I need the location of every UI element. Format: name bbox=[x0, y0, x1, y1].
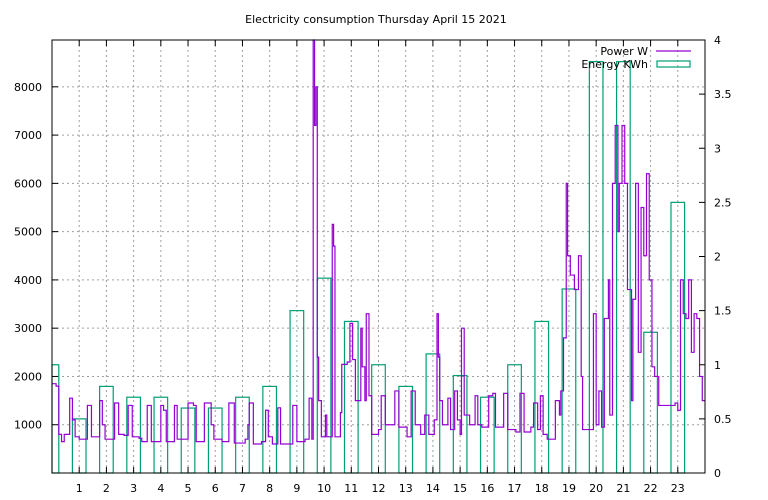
x-tick-label: 12 bbox=[372, 482, 386, 495]
legend-energy-swatch bbox=[656, 60, 691, 68]
y2-tick-label: 3 bbox=[714, 142, 721, 155]
x-tick-label: 4 bbox=[157, 482, 164, 495]
y-tick-label: 4000 bbox=[14, 274, 42, 287]
y-tick-label: 8000 bbox=[14, 81, 42, 94]
x-tick-label: 8 bbox=[266, 482, 273, 495]
legend-power-label: Power W bbox=[600, 45, 648, 58]
x-tick-label: 5 bbox=[185, 482, 192, 495]
x-tick-label: 1 bbox=[76, 482, 83, 495]
y2-tick-label: 1 bbox=[714, 359, 721, 372]
x-tick-label: 17 bbox=[508, 482, 522, 495]
y-tick-label: 2000 bbox=[14, 370, 42, 383]
x-tick-label: 14 bbox=[426, 482, 440, 495]
energy-bar bbox=[670, 201, 686, 474]
x-tick-label: 2 bbox=[103, 482, 110, 495]
y2-tick-label: 3.5 bbox=[714, 88, 732, 101]
y2-tick-label: 4 bbox=[714, 34, 721, 47]
y-tick-label: 7000 bbox=[14, 129, 42, 142]
chart-title: Electricity consumption Thursday April 1… bbox=[245, 13, 507, 26]
y2-tick-label: 0 bbox=[714, 467, 721, 480]
x-tick-label: 21 bbox=[616, 482, 630, 495]
y-tick-label: 5000 bbox=[14, 226, 42, 239]
x-tick-label: 18 bbox=[535, 482, 549, 495]
x-tick-label: 22 bbox=[644, 482, 658, 495]
x-tick-label: 10 bbox=[317, 482, 331, 495]
x-tick-label: 19 bbox=[562, 482, 576, 495]
y2-tick-label: 1.5 bbox=[714, 305, 732, 318]
x-tick-label: 16 bbox=[480, 482, 494, 495]
x-tick-label: 13 bbox=[399, 482, 413, 495]
y2-tick-label: 0.5 bbox=[714, 413, 732, 426]
energy-bar bbox=[51, 364, 60, 474]
x-tick-label: 9 bbox=[293, 482, 300, 495]
y-tick-label: 6000 bbox=[14, 177, 42, 190]
x-tick-label: 23 bbox=[671, 482, 685, 495]
x-tick-label: 3 bbox=[130, 482, 137, 495]
y2-tick-label: 2 bbox=[714, 251, 721, 264]
y-tick-label: 3000 bbox=[14, 322, 42, 335]
x-tick-label: 15 bbox=[453, 482, 467, 495]
x-tick-label: 20 bbox=[589, 482, 603, 495]
legend-energy-label: Energy KWh bbox=[581, 58, 648, 71]
x-tick-label: 6 bbox=[212, 482, 219, 495]
x-tick-label: 11 bbox=[344, 482, 358, 495]
y-tick-label: 1000 bbox=[14, 419, 42, 432]
x-tick-label: 7 bbox=[239, 482, 246, 495]
power-series-line bbox=[52, 39, 705, 445]
y2-tick-label: 2.5 bbox=[714, 196, 732, 209]
legend: Power W Energy KWh bbox=[581, 45, 691, 71]
